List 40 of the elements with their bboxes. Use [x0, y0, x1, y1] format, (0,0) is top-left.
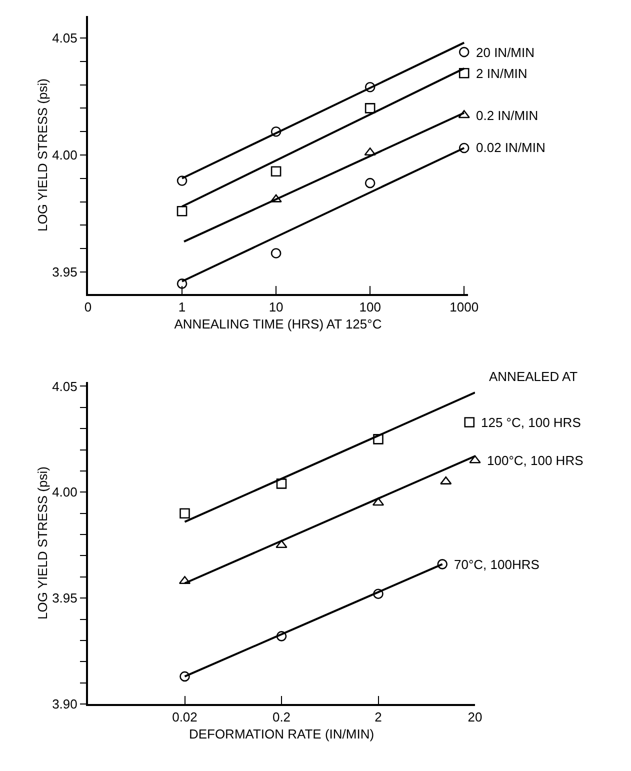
- series-label: 125 °C, 100 HRS: [481, 415, 582, 430]
- x-tick-label: 1000: [450, 300, 479, 315]
- point: [364, 178, 376, 188]
- x-axis-title: ANNEALING TIME (HRS) AT 125°C: [174, 316, 382, 332]
- series-label: 100°C, 100 HRS: [487, 453, 584, 468]
- x-tick-label: 0.02: [172, 710, 198, 725]
- series-label: 0.2 IN/MIN: [476, 108, 538, 123]
- point: [270, 248, 282, 258]
- x-tick-label: 100: [359, 300, 381, 315]
- y-tick-label: 3.90: [52, 696, 78, 712]
- point: [270, 126, 282, 137]
- x-axis-title: DEFORMATION RATE (IN/MIN): [188, 726, 374, 742]
- point: [176, 278, 188, 289]
- x-tick-label: 1: [178, 300, 186, 315]
- point: [176, 206, 188, 216]
- point: [176, 176, 188, 186]
- point: [458, 68, 470, 78]
- x-tick-label: 0.2: [272, 710, 291, 725]
- y-tick-label: 4.00: [52, 148, 78, 163]
- x-tick-label: 20: [468, 710, 482, 725]
- x-tick-label: 2: [374, 710, 382, 725]
- x-tick-label: 0: [84, 300, 92, 315]
- point: [458, 142, 470, 154]
- point: [364, 103, 376, 114]
- y-axis-title: LOG YIELD STRESS (psi): [35, 466, 50, 620]
- series-label: 20 IN/MIN: [476, 45, 535, 60]
- series-label: 70°C, 100HRS: [454, 557, 540, 572]
- y-tick-label: 4.00: [52, 484, 78, 500]
- x-tick-label: 10: [268, 300, 284, 315]
- y-tick-label: 4.05: [52, 378, 78, 394]
- y-tick-label: 3.95: [52, 590, 78, 606]
- text: ANNEALED AT: [489, 369, 578, 384]
- point: [364, 82, 376, 92]
- series-label: 2 IN/MIN: [476, 66, 528, 81]
- point: [458, 46, 470, 58]
- y-tick-label: 4.05: [52, 30, 78, 46]
- point: [270, 166, 282, 177]
- y-axis-title: LOG YIELD STRESS (psi): [35, 78, 50, 232]
- y-tick-label: 3.95: [52, 264, 78, 280]
- series-label: 0.02 IN/MIN: [476, 140, 546, 155]
